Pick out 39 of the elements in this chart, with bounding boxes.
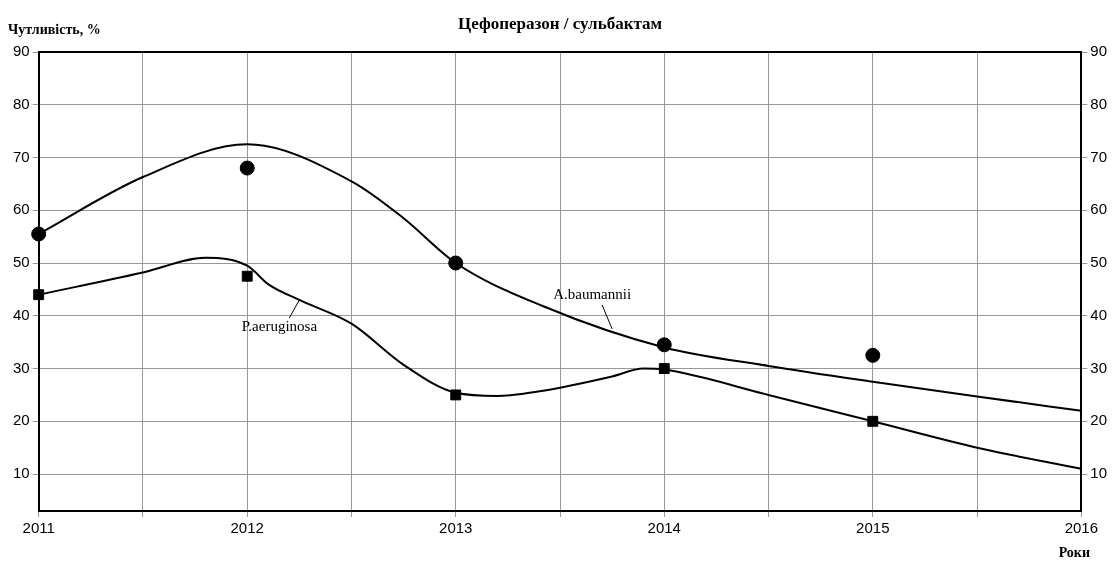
chart-title: Цефоперазон / сульбактам	[457, 14, 663, 33]
x-tick-label: 2014	[647, 519, 681, 537]
y2-tick-label: 60	[1090, 200, 1107, 218]
point	[241, 270, 253, 282]
x-tick-label: 2016	[1064, 519, 1098, 537]
y-tick-label: 60	[13, 200, 30, 218]
point	[33, 289, 45, 301]
y2-tick-label: 30	[1090, 358, 1107, 376]
y2-tick-label: 40	[1090, 305, 1107, 323]
y-tick-label: 20	[13, 411, 30, 429]
y2-tick-label: 20	[1090, 411, 1107, 429]
point	[239, 160, 255, 176]
point	[865, 347, 881, 363]
point	[450, 389, 462, 401]
y2-tick-label: 70	[1090, 147, 1107, 165]
y-tick-label: 80	[13, 94, 30, 112]
point	[656, 337, 672, 353]
point	[31, 226, 47, 242]
y2-tick-label: 50	[1090, 253, 1107, 271]
y-axis-title: Чутливість, %	[8, 22, 101, 38]
y2-tick-label: 90	[1090, 42, 1107, 60]
y-tick-label: 90	[13, 42, 30, 60]
point	[867, 415, 879, 427]
y-tick-label: 30	[13, 358, 30, 376]
x-tick-label: 2013	[439, 519, 473, 537]
annotation: P.aeruginosa	[241, 318, 318, 335]
y-tick-label: 70	[13, 147, 30, 165]
y-tick-label: 40	[13, 305, 30, 323]
y-tick-label: 50	[13, 253, 30, 271]
x-tick-label: 2012	[230, 519, 264, 537]
y2-tick-label: 80	[1090, 94, 1107, 112]
x-axis-title: Роки	[1058, 545, 1090, 561]
annotation: A.baumannii	[553, 286, 632, 303]
point	[658, 363, 670, 374]
y-tick-label: 10	[13, 464, 30, 482]
x-tick-label: 2015	[856, 519, 890, 537]
x-tick-label: 2011	[22, 519, 55, 537]
point	[448, 255, 464, 271]
y2-tick-label: 10	[1090, 464, 1107, 482]
